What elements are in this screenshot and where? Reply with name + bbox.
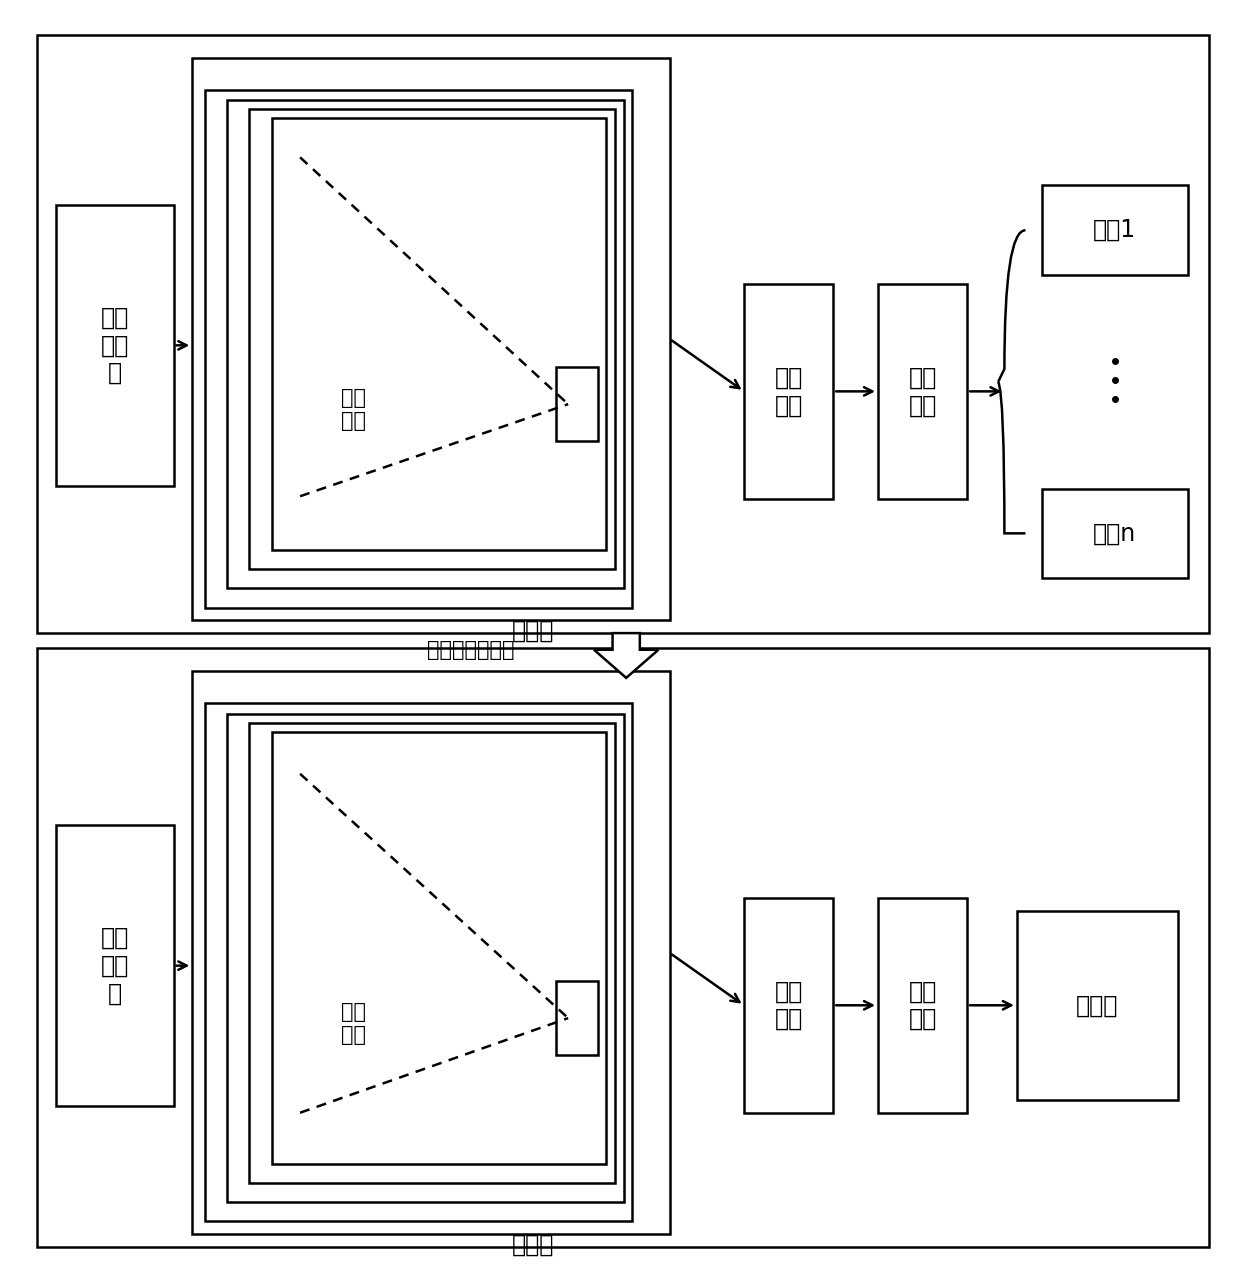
- Text: 权重、偏置参数: 权重、偏置参数: [428, 640, 515, 660]
- Text: 属性n: 属性n: [1094, 522, 1136, 545]
- Bar: [878, 898, 967, 1113]
- Bar: [744, 898, 833, 1113]
- Bar: [272, 118, 606, 550]
- Bar: [37, 648, 1209, 1247]
- Text: 属朄1: 属朄1: [1094, 219, 1136, 242]
- Text: 权重
偏置: 权重 偏置: [341, 1001, 366, 1045]
- Bar: [249, 109, 615, 569]
- Bar: [1042, 185, 1188, 275]
- Text: 共享
特征: 共享 特征: [775, 366, 802, 417]
- Text: 卷积层: 卷积层: [512, 1233, 554, 1256]
- Bar: [205, 703, 632, 1221]
- Text: 共享
特征: 共享 特征: [775, 980, 802, 1031]
- Bar: [56, 825, 174, 1106]
- Bar: [56, 205, 174, 486]
- Text: 主属性: 主属性: [1076, 994, 1118, 1017]
- Bar: [37, 35, 1209, 633]
- Text: 全连
接层: 全连 接层: [909, 980, 936, 1031]
- Bar: [205, 90, 632, 608]
- Bar: [556, 367, 598, 441]
- Bar: [556, 981, 598, 1055]
- Bar: [192, 58, 670, 620]
- Bar: [249, 723, 615, 1183]
- Bar: [878, 284, 967, 499]
- Bar: [1042, 489, 1188, 578]
- Bar: [744, 284, 833, 499]
- Bar: [272, 732, 606, 1164]
- Text: 全连
接层: 全连 接层: [909, 366, 936, 417]
- Bar: [1017, 911, 1178, 1100]
- Text: 权重
偏置: 权重 偏置: [341, 388, 366, 431]
- Bar: [227, 714, 624, 1202]
- Bar: [192, 671, 670, 1234]
- Text: 多属
性样
本: 多属 性样 本: [100, 306, 129, 385]
- Bar: [227, 100, 624, 588]
- Polygon shape: [594, 633, 658, 678]
- Text: 多属
性样
本: 多属 性样 本: [100, 926, 129, 1005]
- Text: 卷积层: 卷积层: [512, 619, 554, 642]
